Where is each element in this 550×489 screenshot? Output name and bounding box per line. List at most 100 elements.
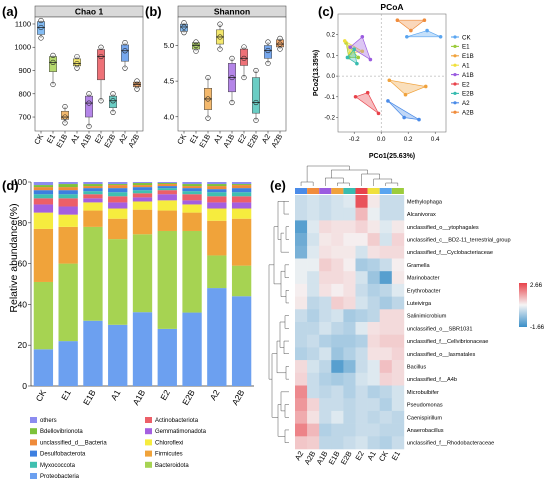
legend-label: Chloroflexi [155, 440, 183, 446]
heatmap-column-label: CK [377, 450, 390, 464]
data-point [193, 48, 199, 54]
bar-segment [132, 209, 153, 235]
y-tick-label: 700 [18, 113, 31, 122]
heatmap-cell [331, 334, 344, 348]
data-point [205, 115, 211, 121]
group-point [438, 34, 443, 39]
data-point [241, 55, 247, 61]
x-tick-label: E2 [158, 388, 172, 402]
group-point [352, 47, 357, 51]
bar-segment [182, 191, 202, 195]
heatmap-cell [343, 233, 356, 247]
data-point [241, 74, 247, 81]
group-point [368, 57, 373, 62]
row-dendrogram-branch [268, 264, 274, 380]
heatmap-cell [331, 220, 344, 234]
pcoa-scatter: PCoA PCo1(25.63%) PCo2(13.35%) -0.2 0.0 0.… [313, 2, 474, 160]
y-tick-label: 40 [18, 299, 28, 309]
bar-segment [132, 197, 153, 202]
panel-label-a: (a) [2, 4, 18, 19]
bar-segment [231, 218, 252, 266]
x-tick-label: E2 [236, 133, 248, 145]
y-tick-label: 20 [18, 340, 28, 350]
legend-label: E2 [462, 81, 470, 88]
heatmap-cell [379, 296, 393, 310]
heatmap-cell [379, 360, 393, 374]
legend-label: A1B [462, 72, 474, 79]
data-point [253, 117, 259, 123]
heatmap-row-label: unclassified_f__Cellvibrionaceae [407, 339, 488, 345]
heatmap-cell [331, 322, 344, 335]
heatmap-cell [379, 398, 393, 412]
bar-segment [108, 184, 128, 186]
data-point [217, 21, 223, 27]
heatmap-cell [319, 245, 332, 259]
heatmap-cell [319, 258, 332, 272]
y-tick-label: 5.0 [164, 41, 174, 50]
legend-swatch-dot [453, 91, 457, 95]
bar-segment [33, 190, 54, 195]
heatmap-cell [355, 360, 368, 374]
bar-segment [132, 201, 153, 210]
heatmap-cell [331, 283, 344, 297]
heatmap-cell [295, 233, 308, 247]
bar-segment [58, 263, 78, 342]
heatmap-cell [295, 309, 308, 323]
heatmap-cell [355, 233, 368, 247]
heatmap-cell [355, 258, 368, 272]
x-tick-label: E2B [180, 388, 197, 407]
bar-segment [157, 200, 177, 211]
box-body [61, 110, 69, 120]
heatmap-cell [367, 360, 380, 374]
bar-segment [231, 196, 252, 203]
heatmap-cell [355, 309, 368, 323]
bar-segment [157, 184, 177, 187]
heatmap-row-label: Anaerobacillus [407, 428, 444, 434]
y-tick-label: 0.1 [326, 52, 335, 59]
data-point [110, 109, 116, 115]
column-group-color [295, 188, 308, 194]
heatmap-cell [367, 436, 380, 450]
heatmap-cell [391, 322, 405, 335]
legend-swatch [30, 473, 37, 479]
heatmap-cell [343, 220, 356, 234]
heatmap-row-label: Caenispirillum [407, 415, 442, 421]
bar-segment [157, 328, 177, 386]
column-group-color [379, 188, 392, 194]
bar-segment [132, 183, 153, 186]
heatmap-cell [295, 398, 308, 412]
bar-segment [231, 296, 252, 386]
data-point [50, 59, 56, 65]
row-dendrogram-branch [283, 201, 289, 215]
bar-segment [157, 210, 177, 231]
row-dendrogram-branch [271, 353, 278, 418]
y-tick-label: 80 [18, 218, 28, 228]
data-point [50, 81, 56, 88]
column-group-color [343, 188, 356, 194]
x-tick-label: E2B [245, 133, 260, 150]
heatmap-cell [355, 195, 368, 208]
heatmap-row-label: unclassified_c__BD2-11_terrestrial_group [407, 237, 511, 243]
heatmap-cell [391, 347, 405, 361]
bar-segment [207, 192, 227, 197]
x-tick-label: CK [175, 133, 188, 147]
group-point [417, 117, 421, 122]
heatmap-cell [331, 347, 344, 361]
bar-segment [182, 184, 202, 187]
data-point [110, 91, 116, 97]
column-dendrogram-branch [325, 177, 344, 186]
x-tick-label: E1 [188, 133, 200, 145]
data-point [74, 60, 80, 67]
heatmap-cell [295, 410, 308, 424]
row-dendrogram-branch [285, 290, 289, 304]
bar-segment [132, 187, 153, 191]
x-tick-label: A1 [109, 388, 123, 402]
bar-segment [132, 185, 153, 188]
legend-swatch [145, 428, 152, 435]
heatmap-cell [379, 372, 393, 386]
bar-segment [58, 198, 78, 207]
bar-segment [157, 186, 177, 189]
heatmap-row-label: Gramella [407, 263, 431, 269]
x-tick-label: A2 [260, 133, 272, 145]
x-tick-label: -0.2 [349, 136, 360, 143]
